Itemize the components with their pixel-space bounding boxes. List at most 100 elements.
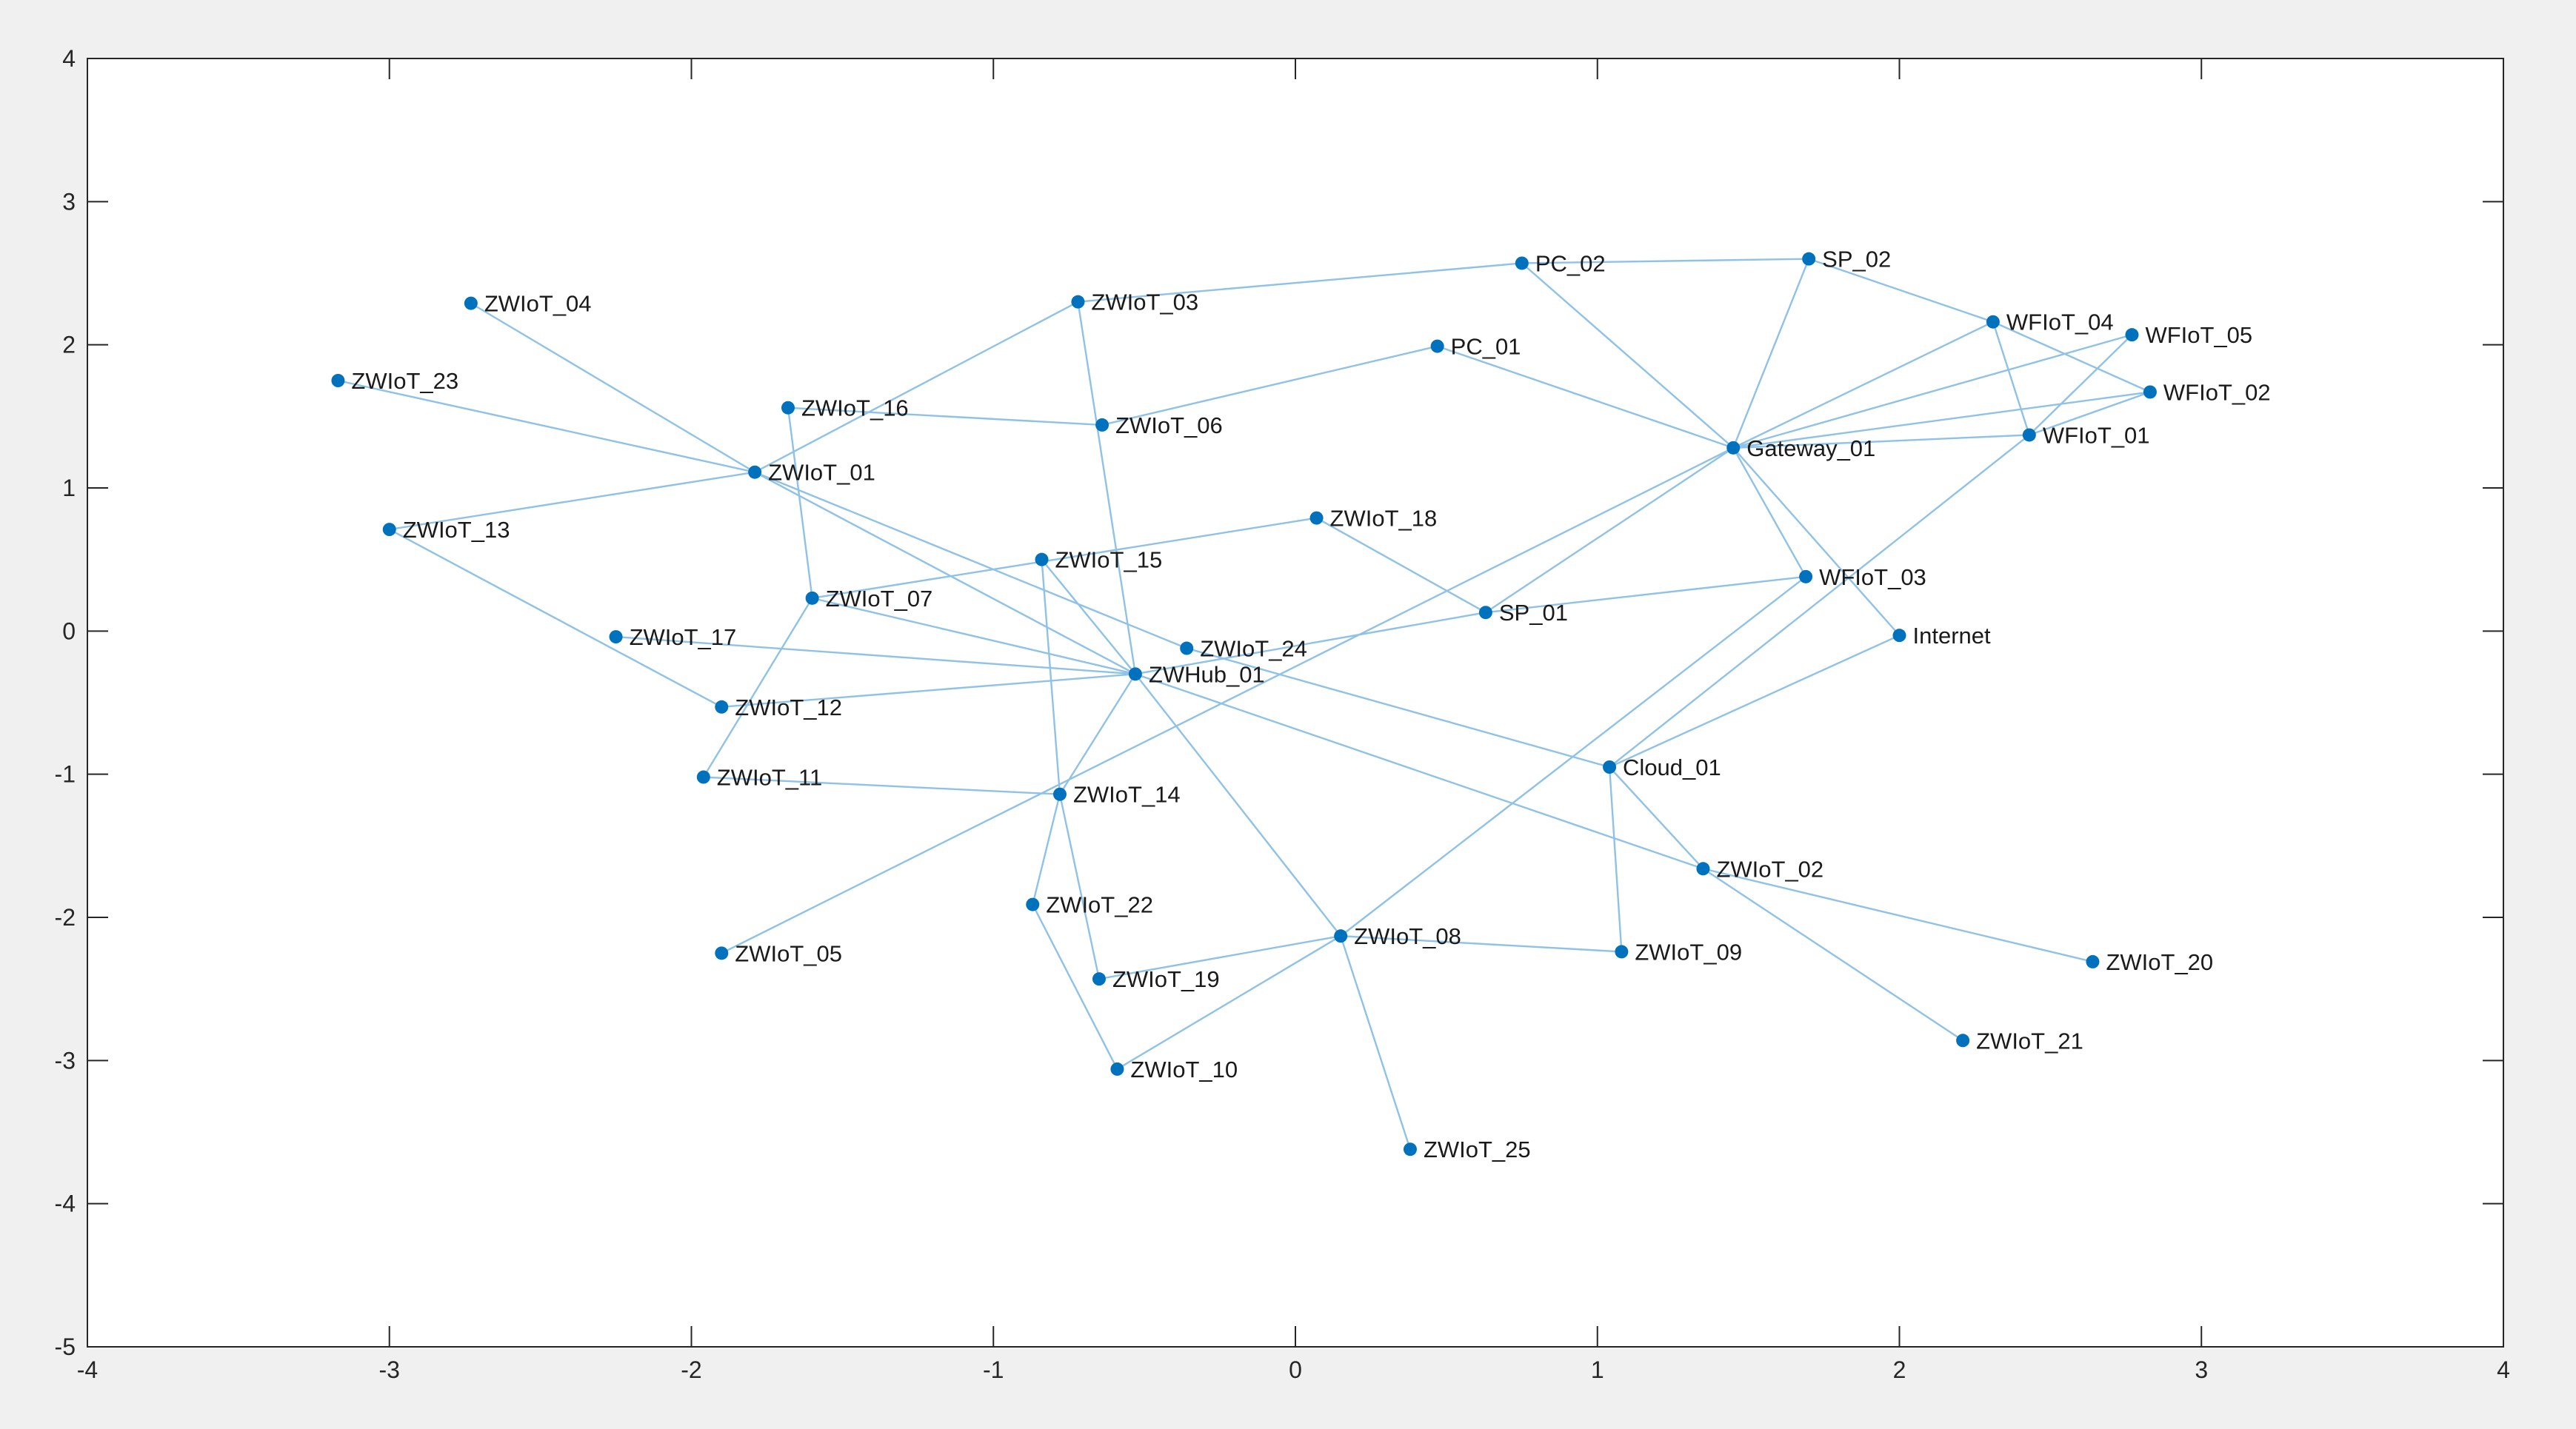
edge xyxy=(2028,334,2133,436)
node-label: WFIoT_02 xyxy=(2163,379,2271,405)
network-edges xyxy=(338,258,2151,1150)
y-tick-label: -2 xyxy=(55,904,76,931)
node-point xyxy=(1334,929,1348,943)
node-label: ZWIoT_24 xyxy=(1200,636,1307,662)
x-tick-label: -3 xyxy=(379,1356,400,1383)
edge xyxy=(1485,446,1734,614)
x-tick-label: 4 xyxy=(2497,1356,2510,1383)
y-tick-label: -1 xyxy=(55,761,76,788)
node-point xyxy=(1799,569,1813,583)
node-point xyxy=(1956,1034,1970,1048)
edge xyxy=(1134,673,1342,937)
node-label: ZWIoT_06 xyxy=(1115,412,1223,438)
y-tick-label: 4 xyxy=(62,45,76,72)
node-point xyxy=(805,591,819,605)
edge xyxy=(1340,575,1806,937)
node-point xyxy=(331,374,345,387)
edge xyxy=(1032,904,1118,1070)
edge xyxy=(754,471,1187,649)
edge xyxy=(1041,558,1136,675)
node-label: ZWIoT_01 xyxy=(768,460,875,486)
edge xyxy=(1608,766,1623,952)
edge xyxy=(787,406,1103,426)
node-label: Gateway_01 xyxy=(1746,435,1875,461)
y-tick-label: -3 xyxy=(55,1047,76,1074)
node-point xyxy=(1892,629,1906,643)
node-label: ZWIoT_18 xyxy=(1330,506,1438,532)
edge xyxy=(389,529,722,708)
node-point xyxy=(1515,256,1529,270)
edge xyxy=(1732,321,1994,449)
edge xyxy=(1032,794,1061,905)
node-label: ZWIoT_14 xyxy=(1073,782,1181,808)
edge xyxy=(1098,934,1341,980)
edge xyxy=(1135,673,1704,870)
x-tick-label: -1 xyxy=(983,1356,1004,1383)
node-label: ZWIoT_09 xyxy=(1635,939,1742,965)
network-nodes xyxy=(331,252,2157,1157)
axes-box xyxy=(87,58,2504,1348)
node-label: ZWIoT_15 xyxy=(1055,547,1162,573)
node-label: ZWHub_01 xyxy=(1149,661,1265,687)
edge xyxy=(338,379,755,473)
y-tick-label: -5 xyxy=(55,1333,76,1360)
edge xyxy=(1058,673,1136,795)
edge xyxy=(389,471,755,531)
edge xyxy=(1135,612,1486,675)
edge xyxy=(1437,345,1734,449)
node-point xyxy=(2086,954,2100,968)
node-point xyxy=(748,465,762,479)
node-label: ZWIoT_21 xyxy=(1976,1028,2083,1054)
edge xyxy=(1733,391,2151,449)
edge xyxy=(1101,345,1438,426)
node-label: WFIoT_01 xyxy=(2043,422,2150,448)
edge xyxy=(1041,559,1061,794)
node-label: Cloud_01 xyxy=(1623,754,1721,780)
node-point xyxy=(1035,552,1049,566)
node-point xyxy=(1052,787,1067,801)
edge xyxy=(1992,321,2030,435)
node-point xyxy=(2022,428,2036,442)
edge xyxy=(702,598,813,778)
node-label: PC_01 xyxy=(1451,334,1521,360)
edge xyxy=(721,446,1734,954)
node-point xyxy=(1071,295,1085,309)
node-point xyxy=(1802,252,1816,266)
edge xyxy=(615,635,1135,675)
node-point xyxy=(781,401,795,415)
node-label: ZWIoT_05 xyxy=(735,940,842,966)
node-label: SP_01 xyxy=(1499,600,1568,626)
edge xyxy=(754,301,1078,473)
node-label: ZWIoT_25 xyxy=(1424,1137,1531,1162)
node-label: ZWIoT_23 xyxy=(351,368,458,394)
node-label: WFIoT_03 xyxy=(1819,564,1926,590)
node-point xyxy=(1309,511,1324,525)
y-tick-label: -4 xyxy=(55,1191,76,1217)
node-point xyxy=(1986,315,2000,329)
node-point xyxy=(715,946,729,960)
edge xyxy=(1485,575,1806,614)
edge xyxy=(1703,868,2093,963)
node-point xyxy=(2143,385,2157,399)
node-label: ZWIoT_11 xyxy=(717,765,822,791)
edge xyxy=(1732,258,1810,449)
edge xyxy=(2029,391,2151,436)
x-tick-label: 3 xyxy=(2195,1356,2208,1383)
edge xyxy=(1078,262,1522,303)
edge xyxy=(787,407,813,599)
edge xyxy=(703,776,1061,795)
edge xyxy=(1808,258,1994,323)
node-labels: ZWIoT_04 ZWIoT_23 ZWIoT_13 ZWIoT_17 ZWIoT_12… xyxy=(351,247,2270,1163)
node-label: ZWIoT_13 xyxy=(403,517,510,543)
edge xyxy=(1315,517,1486,614)
edge xyxy=(1340,935,1412,1150)
node-point xyxy=(715,700,729,714)
edge xyxy=(470,302,755,473)
edge xyxy=(812,517,1317,600)
node-label: ZWIoT_17 xyxy=(630,624,737,650)
node-label: ZWIoT_19 xyxy=(1112,966,1220,992)
edge xyxy=(1609,766,1704,870)
node-label: ZWIoT_08 xyxy=(1354,923,1461,949)
plot-area xyxy=(87,58,2503,1347)
